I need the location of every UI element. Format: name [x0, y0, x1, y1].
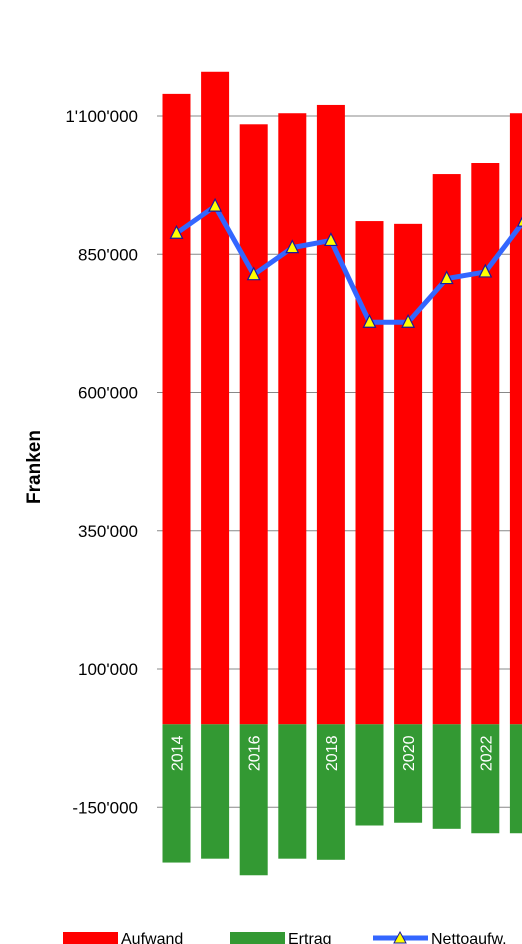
x-tick-label: 2018	[324, 735, 341, 771]
y-axis-title: Franken	[24, 430, 45, 504]
y-tick-label: 100'000	[78, 660, 138, 679]
bar-ertrag	[162, 724, 191, 863]
bar-ertrag	[355, 724, 384, 826]
x-tick-label: 2022	[478, 735, 495, 771]
bar-ertrag	[278, 724, 307, 859]
net-line-path	[175, 203, 522, 325]
bar-aufwand	[432, 174, 461, 725]
net-point	[208, 197, 223, 212]
bar-ertrag	[316, 724, 345, 860]
net-point	[169, 224, 184, 239]
net-point	[246, 266, 261, 281]
legend-swatch-ertrag	[230, 932, 285, 944]
bar-aufwand	[278, 113, 307, 725]
net-point	[362, 313, 377, 328]
x-tick-label: 2020	[401, 735, 418, 771]
x-tick-label: 2016	[247, 735, 264, 771]
bar-ertrag	[201, 724, 230, 859]
legend-label-netto: Nettoaufw.	[431, 931, 507, 944]
bar-ertrag	[394, 724, 423, 823]
y-tick-label: -150'000	[72, 798, 138, 817]
bar-aufwand	[394, 223, 423, 725]
bar-aufwand	[201, 71, 230, 725]
y-tick-label: 350'000	[78, 522, 138, 541]
bar-aufwand	[316, 104, 345, 725]
bar-ertrag	[509, 724, 522, 834]
y-tick-label: 600'000	[78, 384, 138, 403]
bar-ertrag	[239, 724, 268, 876]
net-point	[439, 270, 454, 285]
bar-aufwand	[162, 93, 191, 725]
net-point	[401, 313, 416, 328]
net-point	[478, 263, 493, 278]
bar-ertrag	[471, 724, 500, 834]
net-line	[169, 197, 522, 328]
net-point	[285, 239, 300, 254]
net-point	[323, 232, 338, 247]
x-tick-label: 2014	[170, 735, 187, 771]
bar-ertrag	[432, 724, 461, 829]
y-axis: -150'000 100'000 350'000 600'000 850'000 1'10…	[65, 107, 138, 817]
legend: Aufwand Ertrag Nettoaufw.	[63, 930, 507, 944]
legend-label-aufwand: Aufwand	[121, 931, 183, 944]
legend-swatch-aufwand	[63, 932, 118, 944]
category-labels: 2014 2016 2018 2020 2022	[170, 735, 496, 771]
bar-aufwand	[239, 124, 268, 725]
bar-aufwand	[509, 113, 522, 725]
legend-swatch-netto-marker	[393, 930, 407, 944]
bars	[162, 71, 522, 876]
bar-aufwand	[471, 163, 500, 725]
y-tick-label: 1'100'000	[65, 107, 138, 126]
net-point	[516, 216, 522, 227]
legend-label-ertrag: Ertrag	[288, 931, 332, 944]
y-tick-label: 850'000	[78, 245, 138, 264]
